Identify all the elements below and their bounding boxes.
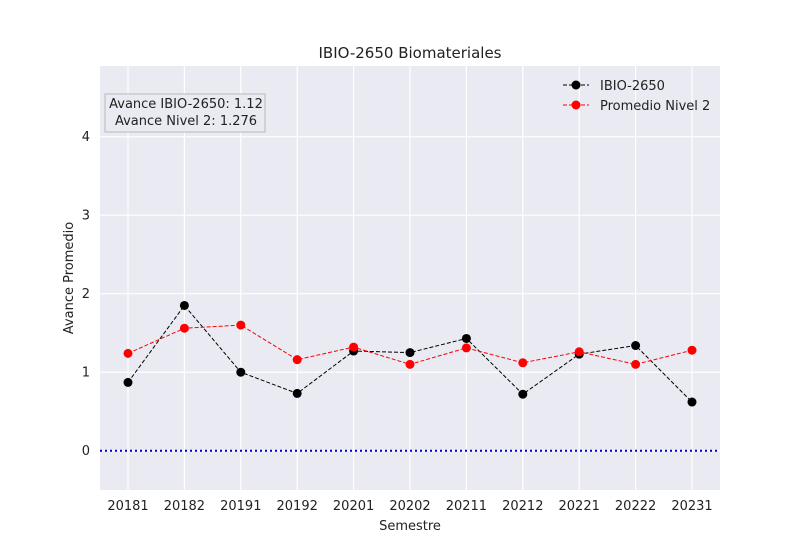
legend-marker-ibio-2650	[571, 80, 581, 90]
y-tick-labels: 0 1 2 3 4	[82, 130, 90, 459]
data-point-1	[518, 358, 528, 368]
annotation-line-2: Avance Nivel 2: 1.276	[115, 114, 257, 129]
legend-label-ibio-2650: IBIO-2650	[600, 79, 665, 94]
grid-lines	[100, 66, 720, 490]
x-tick-label: 20202	[389, 499, 430, 514]
data-point-0	[631, 341, 641, 351]
legend: IBIO-2650 Promedio Nivel 2	[563, 79, 710, 114]
x-tick-labels: 20181 20182 20191 20192 20201 20202 20211 20212…	[107, 499, 712, 514]
data-point-1	[236, 320, 246, 330]
y-tick-label: 4	[82, 130, 90, 145]
x-tick-label: 20231	[671, 499, 712, 514]
x-tick-label: 20212	[502, 499, 543, 514]
x-axis-label: Semestre	[379, 519, 441, 534]
legend-marker-promedio-nivel-2	[571, 100, 581, 110]
x-tick-label: 20182	[164, 499, 205, 514]
x-tick-label: 20191	[220, 499, 261, 514]
data-point-0	[236, 367, 246, 377]
data-point-0	[687, 397, 697, 407]
x-tick-label: 20222	[615, 499, 656, 514]
data-point-1	[574, 347, 584, 357]
y-tick-label: 1	[82, 366, 90, 381]
y-axis-label: Avance Promedio	[62, 222, 77, 334]
legend-label-promedio-nivel-2: Promedio Nivel 2	[600, 99, 710, 114]
annotation-line-1: Avance IBIO-2650: 1.12	[109, 97, 263, 112]
data-point-0	[292, 388, 302, 398]
legend-item-ibio-2650: IBIO-2650	[563, 79, 665, 94]
x-tick-label: 20221	[559, 499, 600, 514]
data-point-1	[405, 359, 415, 369]
data-point-0	[123, 377, 133, 387]
data-point-1	[123, 348, 133, 358]
data-point-1	[292, 355, 302, 365]
y-tick-label: 0	[82, 444, 90, 459]
x-tick-label: 20192	[277, 499, 318, 514]
series-line-0	[127, 304, 693, 403]
legend-item-promedio-nivel-2: Promedio Nivel 2	[563, 99, 710, 114]
data-point-1	[687, 345, 697, 355]
data-point-0	[518, 389, 528, 399]
data-point-0	[461, 333, 471, 343]
y-tick-label: 2	[82, 287, 90, 302]
data-point-0	[405, 348, 415, 358]
data-point-1	[631, 359, 641, 369]
data-point-1	[349, 342, 359, 352]
y-tick-label: 3	[82, 209, 90, 224]
series-group	[123, 300, 697, 407]
data-point-1	[461, 343, 471, 353]
chart-title: IBIO-2650 Biomateriales	[318, 44, 501, 62]
x-tick-label: 20181	[107, 499, 148, 514]
data-point-0	[179, 300, 189, 310]
annotation-box: Avance IBIO-2650: 1.12 Avance Nivel 2: 1…	[104, 93, 266, 133]
x-tick-label: 20201	[333, 499, 374, 514]
x-tick-label: 20211	[446, 499, 487, 514]
data-point-1	[179, 323, 189, 333]
